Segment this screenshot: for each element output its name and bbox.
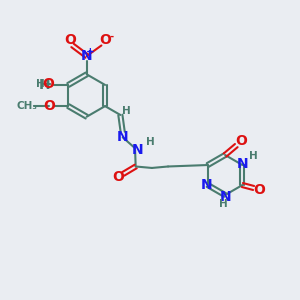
Text: O: O <box>235 134 247 148</box>
Text: CH₃: CH₃ <box>16 101 37 111</box>
Text: O: O <box>42 77 54 91</box>
Text: H: H <box>36 79 45 89</box>
Text: +: + <box>86 47 95 57</box>
Text: -: - <box>110 32 114 42</box>
Text: N: N <box>117 130 128 144</box>
Text: O: O <box>253 183 265 197</box>
Text: ·: · <box>48 80 52 90</box>
Text: O: O <box>64 33 76 47</box>
Text: O: O <box>99 33 111 47</box>
Text: H: H <box>122 106 131 116</box>
Text: O: O <box>43 99 55 113</box>
Text: N: N <box>237 157 248 170</box>
Text: N: N <box>81 49 92 63</box>
Text: H: H <box>146 137 155 147</box>
Text: O: O <box>112 170 124 184</box>
Text: N: N <box>219 190 231 203</box>
Text: H: H <box>219 199 228 209</box>
Text: N: N <box>200 178 212 192</box>
Text: N: N <box>132 143 143 157</box>
Text: H: H <box>249 151 258 161</box>
Text: H: H <box>38 78 50 92</box>
